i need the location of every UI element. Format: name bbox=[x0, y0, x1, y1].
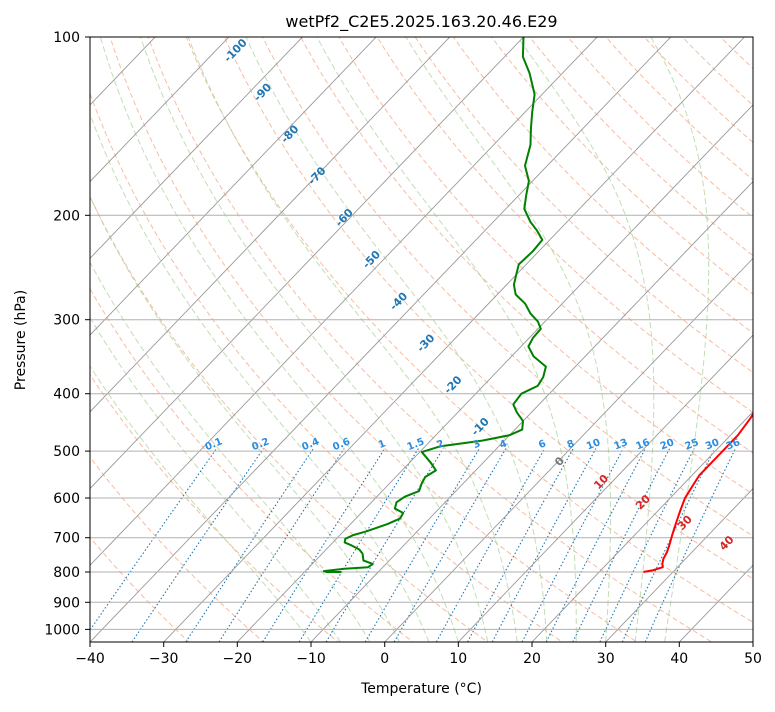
y-tick-label: 500 bbox=[53, 444, 80, 460]
y-tick-label: 1000 bbox=[44, 622, 80, 638]
chart-title: wetPf2_C2E5.2025.163.20.46.E29 bbox=[285, 12, 557, 32]
x-tick-label: 10 bbox=[449, 651, 467, 667]
x-tick-label: −10 bbox=[296, 651, 326, 667]
y-tick-label: 400 bbox=[53, 387, 80, 403]
x-tick-label: 40 bbox=[670, 651, 688, 667]
y-tick-label: 800 bbox=[53, 565, 80, 581]
y-tick-label: 900 bbox=[53, 595, 80, 611]
x-tick-label: 20 bbox=[523, 651, 541, 667]
y-tick-label: 300 bbox=[53, 313, 80, 329]
y-tick-label: 100 bbox=[53, 30, 80, 46]
y-tick-label: 200 bbox=[53, 208, 80, 224]
y-tick-label: 600 bbox=[53, 491, 80, 507]
x-tick-label: 0 bbox=[380, 651, 389, 667]
y-tick-label: 700 bbox=[53, 531, 80, 547]
x-tick-label: −20 bbox=[223, 651, 253, 667]
x-tick-label: 30 bbox=[597, 651, 615, 667]
x-tick-label: −30 bbox=[149, 651, 179, 667]
x-tick-label: 50 bbox=[744, 651, 762, 667]
y-axis-label: Pressure (hPa) bbox=[13, 290, 29, 390]
x-axis-label: Temperature (°C) bbox=[360, 681, 482, 697]
x-tick-label: −40 bbox=[75, 651, 105, 667]
